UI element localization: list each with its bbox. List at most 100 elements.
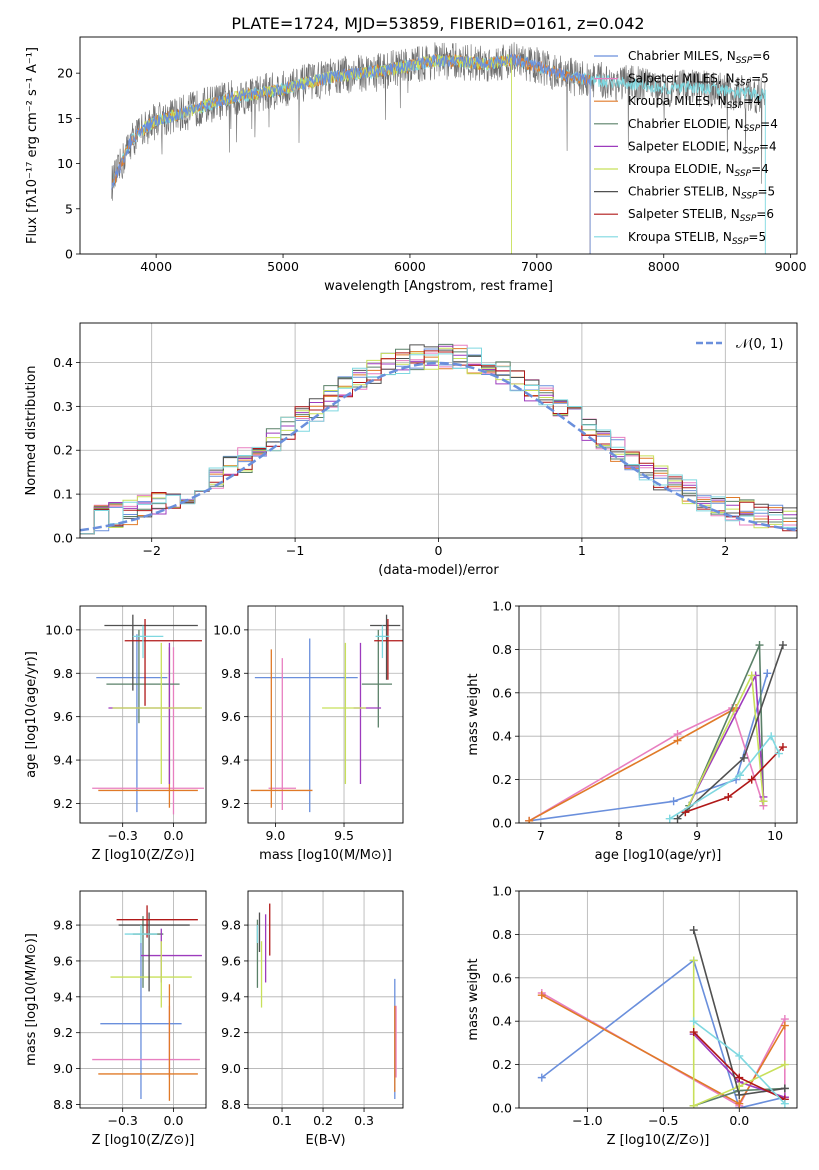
legend-count: =6 [752, 49, 770, 63]
errorbar-chabrier-miles [96, 634, 168, 813]
y-axis-label: Flux [fλ10⁻¹⁷ erg cm⁻² s⁻¹ A⁻¹] [25, 47, 40, 244]
axes-frame [518, 890, 798, 1109]
y-tick-label: 0.4 [492, 729, 512, 744]
y-tick-label: 0.6 [492, 685, 512, 700]
x-tick-label: 9000 [775, 259, 807, 274]
x-tick-label: −0.3 [107, 1113, 137, 1128]
errorbar-chabrier-miles [254, 638, 358, 813]
legend-entry-salpeter-stelib: Salpeter STELIB, NSSP=6 [628, 207, 774, 224]
y-tick-label: 9.6 [53, 709, 73, 724]
y-tick-label: 0.4 [53, 355, 73, 370]
errorbar-chabrier-stelib [118, 912, 190, 992]
x-tick-label: 0.1 [272, 1113, 292, 1128]
legend-count: =5 [758, 185, 776, 199]
y-tick-label: 20 [57, 66, 73, 81]
series-chabrier-stelib [689, 926, 789, 1099]
y-tick-label: 9.4 [53, 753, 73, 768]
y-tick-label: 5 [65, 201, 73, 216]
legend-subscript: SSP [735, 79, 752, 89]
plot-area-age-vs-mass [250, 614, 403, 813]
x-tick-label: 7000 [521, 259, 553, 274]
y-tick-label: 8.8 [221, 1097, 241, 1112]
y-tick-label: 9.8 [221, 666, 241, 681]
plot-area-weight-vs-age [525, 641, 787, 823]
x-tick-label: −1 [286, 543, 304, 558]
y-tick-label: 9.6 [221, 709, 241, 724]
series-line [669, 734, 780, 820]
legend-count: =4 [760, 117, 778, 131]
axes-frame [518, 605, 798, 824]
axes-frame [247, 890, 404, 1109]
x-tick-label: 8000 [648, 259, 680, 274]
x-tick-label: 5000 [267, 259, 299, 274]
errorbar-kroupa-miles [98, 984, 198, 1101]
legend-subscript: SSP [735, 169, 752, 179]
x-tick-label: 9.5 [334, 828, 354, 843]
data-point [735, 1090, 744, 1099]
y-tick-label: 9.6 [221, 953, 241, 968]
y-axis-label: mass [log10(M/M⊙)] [24, 933, 39, 1066]
y-tick-label: 0.0 [492, 1101, 512, 1116]
data-point [724, 792, 733, 801]
x-tick-label: 1 [578, 543, 586, 558]
y-tick-label: 9.2 [53, 1025, 73, 1040]
y-tick-label: 9.2 [221, 1025, 241, 1040]
y-tick-label: 9.0 [221, 1061, 241, 1076]
errorbar-chabrier-stelib [370, 614, 401, 680]
series-line [541, 959, 785, 1108]
x-axis-label: (data-model)/error [378, 563, 499, 578]
series-salpeter-stelib [681, 743, 787, 817]
legend-count: =5 [748, 230, 766, 244]
y-tick-label: 0.8 [492, 642, 512, 657]
data-point [767, 732, 776, 741]
x-tick-label: 4000 [140, 259, 172, 274]
y-tick-label: 9.8 [221, 918, 241, 933]
legend-entry-chabrier-miles: Chabrier MILES, NSSP=6 [628, 49, 770, 66]
x-tick-label: 0 [435, 543, 443, 558]
data-point [537, 1073, 546, 1082]
x-tick-label: 10 [767, 828, 783, 843]
legend-count: =4 [759, 139, 777, 153]
legend-entry-normal: 𝒩(0, 1) [736, 337, 783, 352]
errorbar-kroupa-miles [250, 649, 313, 808]
y-tick-label: 0.0 [492, 816, 512, 831]
data-point [669, 797, 678, 806]
histogram-kroupa-stelib [80, 347, 797, 535]
legend-subscript: SSP [732, 237, 749, 247]
y-tick-label: 0.2 [492, 1057, 512, 1072]
series-chabrier-stelib [673, 641, 787, 823]
y-axis-label: mass weight [466, 673, 481, 755]
y-tick-label: 1.0 [492, 599, 512, 614]
errorbar-salpeter-miles [268, 658, 297, 810]
plot-area-mass-vs-Z [92, 905, 202, 1101]
data-point [525, 816, 534, 823]
y-axis-label: mass weight [466, 958, 481, 1040]
x-axis-label: wavelength [Angstrom, rest frame] [324, 279, 553, 294]
panel-weight-vs-age: 7 8 9 10 0.0 0.2 0.4 0.6 0.8 1.0 age [log10(age/yr… [466, 599, 798, 863]
errorbar-chabrier-miles [100, 943, 182, 1100]
data-point [735, 1073, 744, 1082]
data-point [778, 743, 787, 752]
axes-frame [79, 605, 207, 824]
y-tick-label: 9.0 [53, 1061, 73, 1076]
legend-subscript: SSP [727, 101, 744, 111]
x-tick-label: 9.0 [265, 828, 285, 843]
series-kroupa-stelib [665, 732, 784, 823]
data-point [689, 1101, 698, 1108]
data-point [689, 1028, 698, 1037]
errorbar-chabrier-elodie [361, 629, 393, 728]
data-point [759, 797, 768, 806]
errorbar-kroupa-elodie [110, 941, 192, 1008]
legend-entry-chabrier-stelib: Chabrier STELIB, NSSP=5 [628, 185, 775, 202]
errorbar-kroupa-stelib [124, 925, 158, 944]
x-axis-label: mass [log10(M/M⊙)] [259, 848, 392, 863]
x-tick-label: 6000 [394, 259, 426, 274]
y-tick-label: 0.1 [53, 487, 73, 502]
axes-frame [79, 36, 798, 255]
y-tick-label: 15 [57, 111, 73, 126]
x-tick-label: −0.5 [648, 1113, 678, 1128]
axes-frame [79, 890, 207, 1109]
data-point [747, 671, 756, 680]
